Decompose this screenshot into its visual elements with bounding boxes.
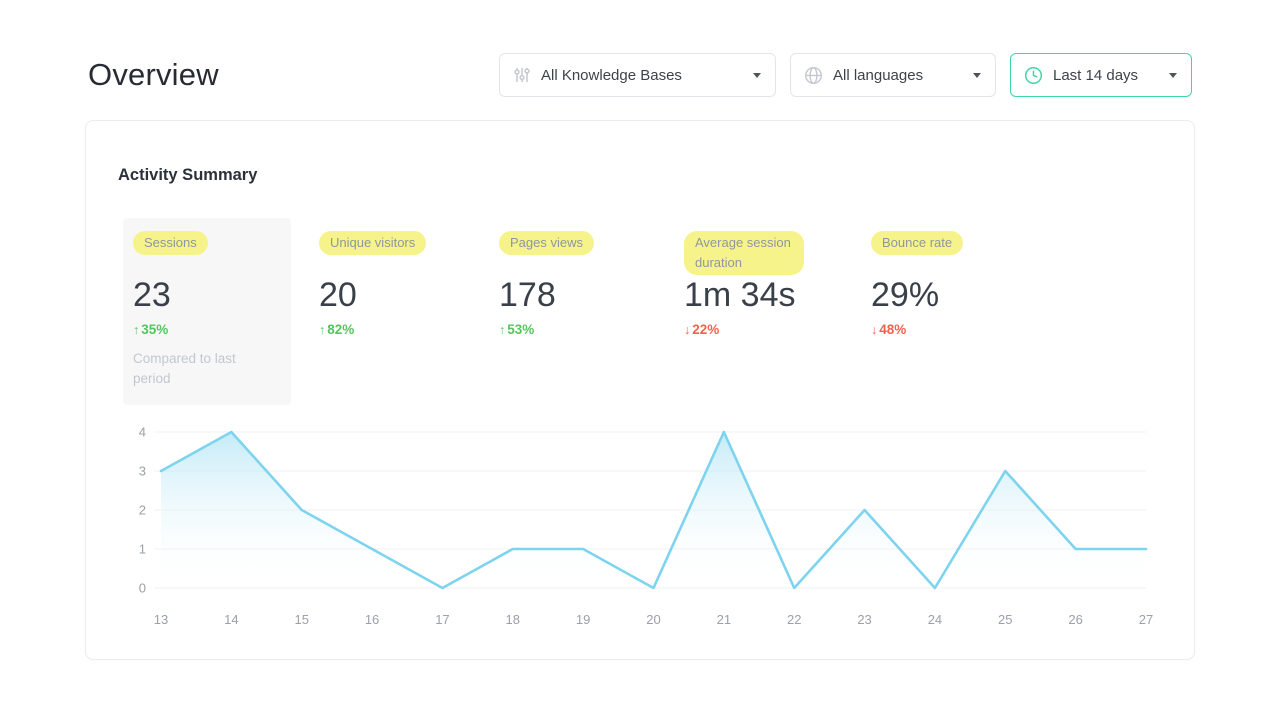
metric-change: ↑ 53% xyxy=(499,322,535,338)
metric-value: 1m 34s xyxy=(684,276,796,314)
metric-label: Bounce rate xyxy=(871,231,964,256)
metric-bounce-rate[interactable]: Bounce rate 29% ↓ 48% xyxy=(871,218,1046,337)
metric-pages-views[interactable]: Pages views 178 ↑ 53% xyxy=(499,218,674,337)
svg-text:20: 20 xyxy=(646,612,660,627)
date-range-dropdown[interactable]: Last 14 days xyxy=(1010,53,1192,97)
languages-dropdown[interactable]: All languages xyxy=(790,53,996,97)
metric-sessions[interactable]: Sessions 23 ↑ 35% Compared to last period xyxy=(123,218,291,405)
activity-summary-card: Activity Summary Sessions 23 ↑ 35% Compar… xyxy=(85,120,1195,660)
svg-text:14: 14 xyxy=(224,612,238,627)
svg-text:0: 0 xyxy=(139,581,146,596)
metric-value: 29% xyxy=(871,276,940,314)
metric-note: Compared to last period xyxy=(133,351,236,386)
svg-text:3: 3 xyxy=(139,464,146,479)
globe-icon xyxy=(804,66,823,85)
languages-dropdown-label: All languages xyxy=(833,66,924,84)
arrow-up-icon: ↑ xyxy=(499,323,506,338)
card-title: Activity Summary xyxy=(118,166,258,184)
date-range-dropdown-label: Last 14 days xyxy=(1053,66,1139,84)
svg-text:15: 15 xyxy=(294,612,308,627)
svg-text:22: 22 xyxy=(787,612,801,627)
metric-value: 20 xyxy=(319,276,357,314)
svg-text:1: 1 xyxy=(139,542,146,557)
arrow-up-icon: ↑ xyxy=(319,323,326,338)
metric-change: ↓ 48% xyxy=(871,322,907,338)
svg-text:25: 25 xyxy=(998,612,1012,627)
arrow-up-icon: ↑ xyxy=(133,323,140,338)
svg-text:13: 13 xyxy=(154,612,168,627)
arrow-down-icon: ↓ xyxy=(684,323,691,338)
clock-icon xyxy=(1024,66,1043,85)
arrow-down-icon: ↓ xyxy=(871,323,878,338)
svg-text:24: 24 xyxy=(928,612,942,627)
metric-label: Average session duration xyxy=(684,231,804,276)
page-title: Overview xyxy=(88,57,219,92)
metric-label: Sessions xyxy=(133,231,208,256)
chevron-down-icon xyxy=(973,72,981,78)
metrics-row: Sessions 23 ↑ 35% Compared to last period… xyxy=(118,218,1162,405)
svg-text:4: 4 xyxy=(139,425,146,440)
metric-change: ↓ 22% xyxy=(684,322,720,338)
svg-text:26: 26 xyxy=(1068,612,1082,627)
chevron-down-icon xyxy=(753,72,761,78)
metric-label: Unique visitors xyxy=(319,231,427,256)
metric-change: ↑ 82% xyxy=(319,322,355,338)
knowledge-bases-dropdown[interactable]: All Knowledge Bases xyxy=(499,53,776,97)
svg-text:16: 16 xyxy=(365,612,379,627)
metric-value: 178 xyxy=(499,276,556,314)
metric-avg-session-duration[interactable]: Average session duration 1m 34s ↓ 22% xyxy=(684,218,861,337)
svg-text:27: 27 xyxy=(1139,612,1153,627)
filters-bar: All Knowledge Bases All languages xyxy=(499,53,1192,97)
top-bar: Overview All Knowledge Bases Al xyxy=(88,52,1192,98)
svg-text:17: 17 xyxy=(435,612,449,627)
svg-text:2: 2 xyxy=(139,503,146,518)
sessions-area-chart: 0 1 2 3 4 13 14 15 16 17 18 19 20 21 22 23 24 25 26 27 xyxy=(118,420,1162,640)
svg-text:18: 18 xyxy=(506,612,520,627)
chevron-down-icon xyxy=(1169,72,1177,78)
metric-change: ↑ 35% xyxy=(133,322,169,338)
metric-value: 23 xyxy=(133,276,171,314)
metric-label: Pages views xyxy=(499,231,594,256)
metric-unique-visitors[interactable]: Unique visitors 20 ↑ 82% xyxy=(319,218,489,337)
sliders-icon xyxy=(513,66,531,84)
svg-text:23: 23 xyxy=(857,612,871,627)
knowledge-bases-dropdown-label: All Knowledge Bases xyxy=(541,66,682,84)
svg-text:19: 19 xyxy=(576,612,590,627)
svg-text:21: 21 xyxy=(717,612,731,627)
